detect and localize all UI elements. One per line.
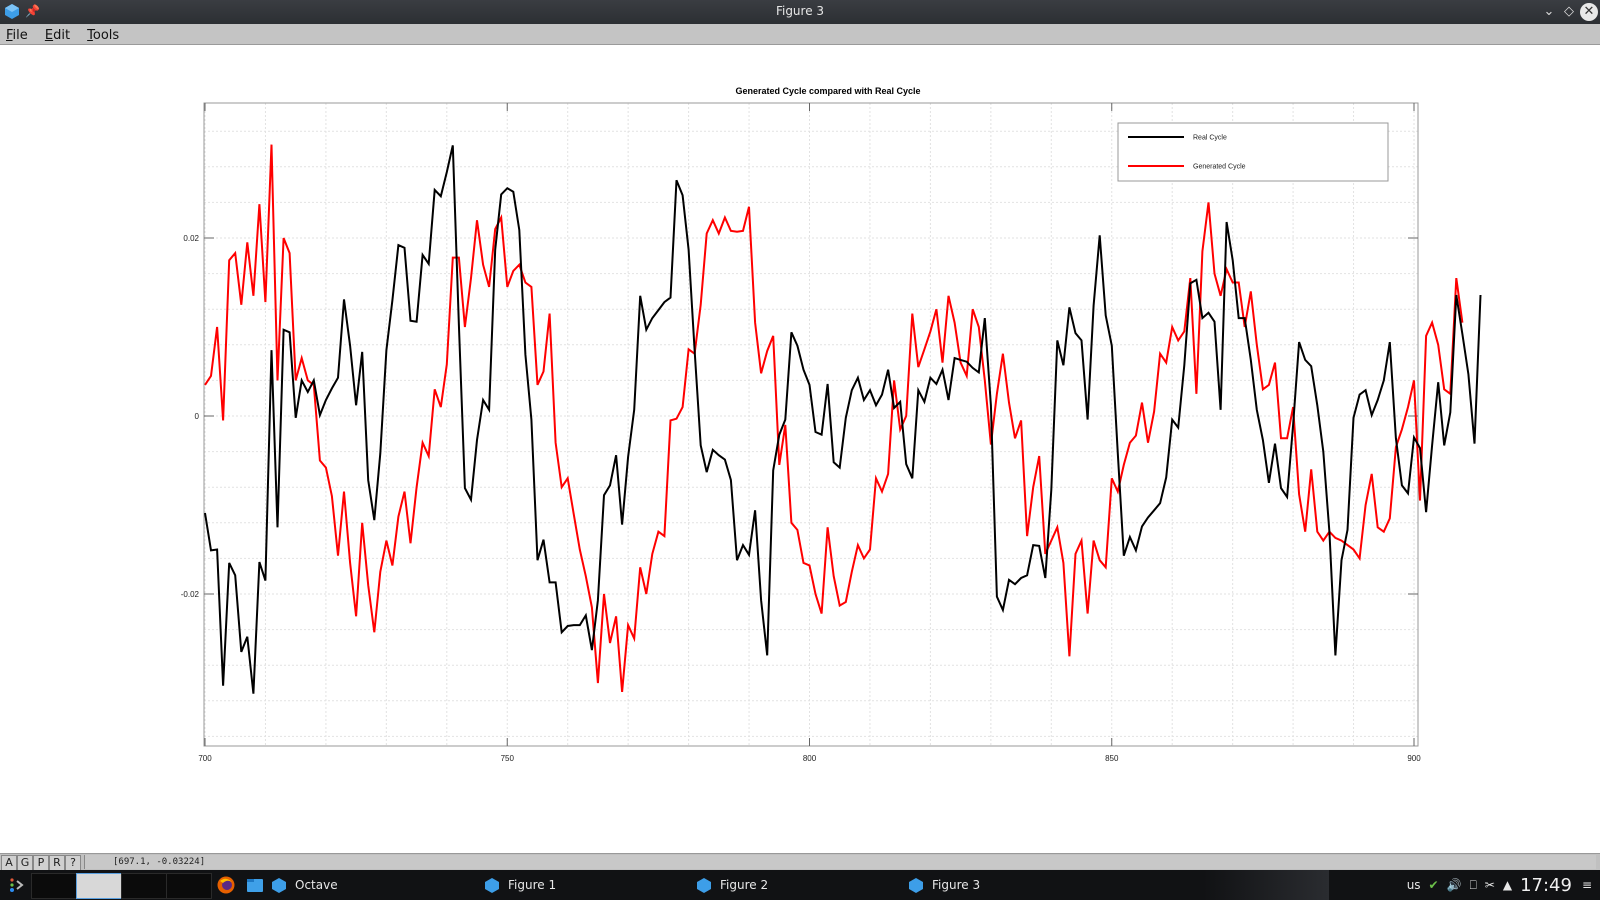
- network-icon[interactable]: ⎕: [1469, 877, 1477, 892]
- octave-icon: [909, 877, 923, 893]
- figure-statusbar: A G P R ? [697.1, -0.03224]: [0, 853, 1600, 871]
- generated-cycle-line: [204, 144, 1464, 692]
- menu-file-label: ile: [12, 28, 28, 43]
- autoscale-button[interactable]: A: [1, 855, 17, 871]
- chart-title: Generated Cycle compared with Real Cycle: [735, 86, 921, 96]
- virtual-desktop-2[interactable]: [76, 873, 122, 899]
- figure-canvas[interactable]: Generated Cycle compared with Real Cycle…: [0, 45, 1600, 853]
- window-titlebar[interactable]: 📌 Figure 3 ⌄ ◇ ✕: [0, 0, 1600, 24]
- menu-edit[interactable]: Edit: [39, 26, 76, 43]
- task-figure-2-label: Figure 2: [720, 878, 769, 892]
- task-figure-3-label: Figure 3: [932, 878, 981, 892]
- firefox-icon[interactable]: [217, 876, 235, 894]
- task-figure-1-label: Figure 1: [508, 878, 557, 892]
- clipboard-scissors-icon[interactable]: ✂: [1484, 878, 1495, 892]
- task-octave[interactable]: Octave: [272, 870, 338, 900]
- tray-expand-icon[interactable]: ▲: [1502, 878, 1513, 892]
- virtual-desktop-1[interactable]: [31, 873, 77, 899]
- axes-box: [203, 102, 1419, 747]
- virtual-desktop-3[interactable]: [121, 873, 167, 899]
- task-figure-1[interactable]: Figure 1: [485, 870, 556, 900]
- pin-icon[interactable]: 📌: [25, 4, 40, 18]
- task-figure-2[interactable]: Figure 2: [697, 870, 768, 900]
- menu-edit-label: dit: [53, 28, 71, 43]
- x-tick-label: 850: [1105, 754, 1119, 763]
- task-octave-label: Octave: [295, 878, 338, 892]
- menu-file-mnemonic: F: [6, 28, 13, 43]
- menu-tools[interactable]: Tools: [81, 26, 125, 43]
- real-cycle-line: [204, 145, 1482, 694]
- pointer-coordinates: [697.1, -0.03224]: [84, 855, 1596, 869]
- y-tick-label: -0.02: [181, 590, 200, 599]
- pan-button[interactable]: P: [33, 855, 49, 871]
- legend-label-real-cycle: Real Cycle: [1193, 135, 1227, 142]
- octave-icon: [485, 877, 499, 893]
- x-tick-label: 900: [1407, 754, 1421, 763]
- maximize-button[interactable]: ◇: [1564, 4, 1574, 19]
- close-button[interactable]: ✕: [1580, 3, 1598, 21]
- keyboard-layout[interactable]: us: [1406, 878, 1421, 892]
- octave-icon: [272, 877, 286, 893]
- y-tick-label: 0: [195, 412, 200, 421]
- x-tick-label: 800: [803, 754, 817, 763]
- security-shield-icon[interactable]: ✔: [1428, 878, 1439, 892]
- clock[interactable]: 17:49: [1520, 874, 1572, 896]
- grid-toggle-button[interactable]: G: [17, 855, 33, 871]
- x-tick-label: 700: [198, 754, 212, 763]
- menu-edit-mnemonic: E: [44, 28, 54, 43]
- menu-icon[interactable]: ≡: [1581, 878, 1592, 892]
- file-manager-icon[interactable]: [246, 876, 264, 894]
- rotate-button[interactable]: R: [49, 855, 65, 871]
- octave-icon: [697, 877, 711, 893]
- menubar: File Edit Tools: [0, 24, 1600, 45]
- legend-label-generated-cycle: Generated Cycle: [1193, 164, 1246, 171]
- x-tick-label: 750: [501, 754, 515, 763]
- menu-tools-mnemonic: T: [87, 28, 93, 43]
- task-figure-3[interactable]: Figure 3: [909, 870, 1329, 900]
- window-title: Figure 3: [775, 4, 825, 18]
- menu-tools-label: ools: [92, 28, 120, 43]
- app-launcher-icon[interactable]: [8, 876, 26, 894]
- help-button[interactable]: ?: [65, 855, 81, 871]
- y-tick-label: 0.02: [183, 234, 199, 243]
- taskbar: Octave Figure 1 Figure 2 Figure 3 us ✔ 🔊…: [0, 870, 1600, 900]
- menu-file[interactable]: File: [0, 26, 34, 43]
- octave-app-icon: [5, 4, 19, 19]
- minimize-button[interactable]: ⌄: [1543, 4, 1555, 19]
- volume-icon[interactable]: 🔊: [1446, 878, 1462, 892]
- legend-box: [1117, 122, 1389, 182]
- virtual-desktop-4[interactable]: [166, 873, 212, 899]
- system-tray: us ✔ 🔊 ⎕ ✂ ▲ 17:49 ≡: [1407, 870, 1600, 900]
